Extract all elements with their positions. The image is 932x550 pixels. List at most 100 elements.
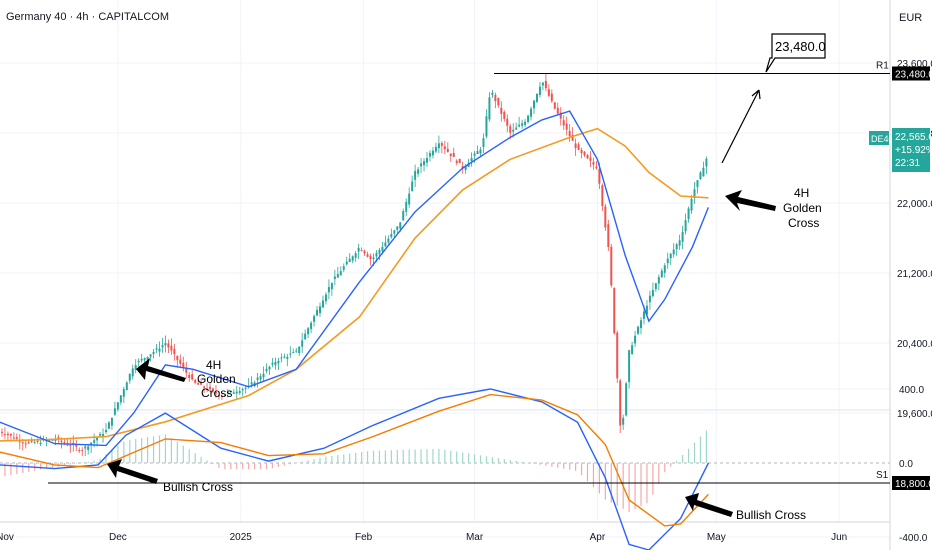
candle-body bbox=[182, 362, 185, 368]
time-axis[interactable]: Nov Dec 2025 Feb Mar Apr May Jun bbox=[0, 532, 847, 543]
histogram-bar bbox=[259, 463, 262, 470]
histogram-bar bbox=[289, 463, 291, 465]
candle-body bbox=[12, 437, 15, 439]
y-tick-label: 19,600.0 bbox=[897, 409, 932, 420]
golden-cross-arrow-right bbox=[725, 190, 776, 211]
candle-body bbox=[589, 157, 592, 161]
candle-body bbox=[384, 242, 387, 247]
candle-body bbox=[553, 102, 556, 109]
candle-body bbox=[342, 266, 345, 270]
candle-body bbox=[39, 442, 42, 445]
histogram-bar bbox=[40, 463, 42, 470]
candle-body bbox=[24, 443, 27, 445]
candle-body bbox=[559, 112, 562, 119]
candle-body bbox=[137, 360, 140, 363]
candle-body bbox=[265, 368, 268, 372]
indicator-axis[interactable]: 400.0 0.0 -400.0 bbox=[899, 385, 928, 544]
candle-body bbox=[286, 356, 289, 359]
candle-body bbox=[375, 253, 378, 257]
candle-body bbox=[321, 300, 324, 308]
candle-body bbox=[158, 348, 161, 352]
candle-body bbox=[482, 138, 485, 147]
candle-body bbox=[259, 376, 262, 380]
candle-body bbox=[113, 408, 116, 415]
x-tick-label: Mar bbox=[466, 532, 484, 543]
histogram-bar bbox=[93, 460, 95, 463]
candle-body bbox=[702, 167, 705, 177]
candle-body bbox=[518, 124, 521, 127]
macd-histogram bbox=[4, 430, 707, 512]
candle-body bbox=[3, 434, 6, 436]
candle-body bbox=[75, 445, 78, 447]
histogram-bar bbox=[402, 449, 404, 463]
candle-body bbox=[693, 189, 696, 199]
candle-body bbox=[247, 385, 250, 387]
candle-body bbox=[616, 332, 619, 379]
candle-body bbox=[226, 392, 229, 394]
candle-body bbox=[420, 163, 423, 167]
bar-countdown: 22:31 bbox=[895, 158, 920, 169]
histogram-bar bbox=[658, 463, 660, 484]
candle-body bbox=[220, 395, 223, 397]
candle-body bbox=[339, 271, 342, 276]
histogram-bar bbox=[539, 463, 541, 465]
candle-body bbox=[452, 152, 455, 157]
candle-body bbox=[663, 265, 666, 273]
histogram-bar bbox=[111, 450, 113, 463]
candle-body bbox=[414, 170, 417, 180]
currency-label[interactable]: EUR bbox=[899, 12, 922, 24]
candle-body bbox=[128, 373, 131, 381]
golden-cross-annotation-left-1: 4H bbox=[206, 358, 221, 372]
histogram-bar bbox=[242, 463, 244, 470]
histogram-bar bbox=[670, 463, 672, 467]
histogram-bar bbox=[687, 448, 690, 463]
histogram-bar bbox=[580, 463, 583, 476]
histogram-bar bbox=[331, 455, 333, 463]
candle-body bbox=[18, 441, 21, 443]
candle-body bbox=[203, 386, 206, 388]
candle-body bbox=[363, 250, 366, 254]
candle-body bbox=[598, 169, 601, 184]
candle-body bbox=[197, 383, 200, 385]
histogram-bar bbox=[705, 430, 707, 463]
candle-body bbox=[167, 343, 170, 348]
candle-body bbox=[637, 326, 640, 334]
histogram-bar bbox=[164, 434, 167, 463]
candle-body bbox=[319, 306, 322, 314]
histogram-bar bbox=[248, 463, 250, 470]
candle-body bbox=[179, 359, 182, 364]
candle-body bbox=[690, 198, 693, 211]
histogram-bar bbox=[414, 449, 416, 463]
candle-body bbox=[378, 249, 381, 254]
histogram-bar bbox=[63, 463, 65, 466]
macd-line bbox=[0, 388, 710, 550]
candle-body bbox=[289, 353, 292, 355]
candle-body bbox=[601, 185, 604, 207]
candle-body bbox=[533, 100, 536, 109]
histogram-bar bbox=[676, 460, 678, 463]
candle-body bbox=[604, 206, 607, 228]
candle-body bbox=[449, 153, 452, 157]
candle-body bbox=[577, 144, 580, 150]
candle-body bbox=[122, 389, 125, 397]
histogram-bar bbox=[45, 463, 48, 469]
candle-body bbox=[36, 440, 39, 442]
candle-body bbox=[565, 123, 568, 130]
r1-label: R1 bbox=[876, 61, 889, 72]
bullish-cross-arrow-left bbox=[107, 459, 158, 484]
candle-body bbox=[619, 380, 622, 426]
candle-body bbox=[405, 201, 408, 212]
histogram-bar bbox=[503, 459, 505, 463]
candle-body bbox=[437, 143, 440, 149]
candle-body bbox=[512, 129, 515, 132]
candle-body bbox=[87, 446, 90, 450]
candle-body bbox=[27, 442, 30, 444]
histogram-bar bbox=[575, 463, 577, 471]
price-axis[interactable]: 23,600.022,800.022,000.021,200.020,400.0… bbox=[897, 59, 932, 420]
candle-body bbox=[399, 222, 402, 229]
candle-body bbox=[164, 343, 167, 346]
candle-body bbox=[476, 151, 479, 155]
candle-body bbox=[479, 149, 482, 154]
candle-body bbox=[613, 288, 616, 334]
